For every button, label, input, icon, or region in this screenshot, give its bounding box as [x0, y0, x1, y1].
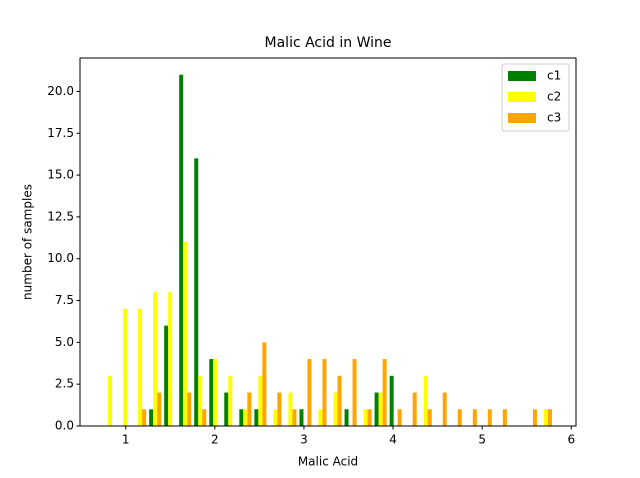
- legend-swatch: [508, 71, 536, 81]
- y-tick-label: 17.5: [47, 126, 74, 140]
- bar: [108, 375, 113, 426]
- bar: [457, 409, 462, 426]
- bar: [228, 375, 233, 426]
- y-axis-label: number of samples: [21, 184, 35, 300]
- bar: [277, 392, 282, 426]
- bar: [157, 392, 162, 426]
- x-axis-label: Malic Acid: [298, 455, 358, 469]
- bar: [262, 342, 267, 426]
- y-tick-label: 20.0: [47, 84, 74, 98]
- bar: [397, 409, 402, 426]
- x-tick-label: 1: [122, 433, 130, 447]
- legend-label: c2: [547, 90, 561, 104]
- bar: [472, 409, 477, 426]
- y-tick-label: 10.0: [47, 251, 74, 265]
- bar: [198, 375, 203, 426]
- bar: [532, 409, 537, 426]
- bar: [382, 359, 387, 426]
- bar: [149, 409, 154, 426]
- bar: [273, 409, 278, 426]
- bar: [123, 308, 128, 426]
- bar: [442, 392, 447, 426]
- bar: [164, 325, 169, 426]
- bar: [153, 292, 158, 426]
- y-tick-label: 15.0: [47, 168, 74, 182]
- bar: [187, 392, 192, 426]
- y-tick-label: 12.5: [47, 209, 74, 223]
- bar: [247, 392, 252, 426]
- bar: [374, 392, 379, 426]
- y-tick-label: 0.0: [55, 419, 74, 433]
- bar: [423, 375, 428, 426]
- y-tick-label: 2.5: [55, 377, 74, 391]
- bar: [318, 409, 323, 426]
- bar: [307, 359, 312, 426]
- x-tick-label: 2: [211, 433, 219, 447]
- bar: [202, 409, 207, 426]
- plot-frame: [79, 57, 577, 427]
- x-tick-label: 5: [478, 433, 486, 447]
- bar: [427, 409, 432, 426]
- bar: [138, 308, 143, 426]
- bar: [288, 392, 293, 426]
- y-tick-label: 7.5: [55, 293, 74, 307]
- bar: [292, 409, 297, 426]
- bar: [487, 409, 492, 426]
- bar: [547, 409, 552, 426]
- bar: [254, 409, 259, 426]
- x-tick-label: 6: [567, 433, 575, 447]
- bar: [543, 409, 548, 426]
- bar: [412, 392, 417, 426]
- x-tick-label: 4: [389, 433, 397, 447]
- bar: [367, 409, 372, 426]
- bar: [194, 158, 199, 426]
- bar: [352, 359, 357, 426]
- chart-title: Malic Acid in Wine: [265, 35, 392, 51]
- bar: [142, 409, 147, 426]
- x-tick-label: 3: [300, 433, 308, 447]
- bar: [322, 359, 327, 426]
- legend-label: c3: [547, 111, 561, 125]
- bar: [224, 392, 229, 426]
- bar: [213, 359, 218, 426]
- bar: [337, 375, 342, 426]
- legend-swatch: [508, 113, 536, 123]
- bar: [179, 74, 184, 427]
- bar: [239, 409, 244, 426]
- bar: [344, 409, 349, 426]
- bar: [258, 375, 263, 426]
- y-tick-label: 5.0: [55, 335, 74, 349]
- bar: [333, 392, 338, 426]
- bar: [378, 392, 383, 426]
- bar: [502, 409, 507, 426]
- bar: [243, 409, 248, 426]
- bar: [168, 292, 173, 426]
- legend-swatch: [508, 92, 536, 102]
- bar: [363, 409, 368, 426]
- bar: [209, 359, 214, 426]
- bar: [389, 375, 394, 426]
- bar: [183, 242, 188, 426]
- legend-label: c1: [547, 69, 561, 83]
- bar: [299, 409, 304, 426]
